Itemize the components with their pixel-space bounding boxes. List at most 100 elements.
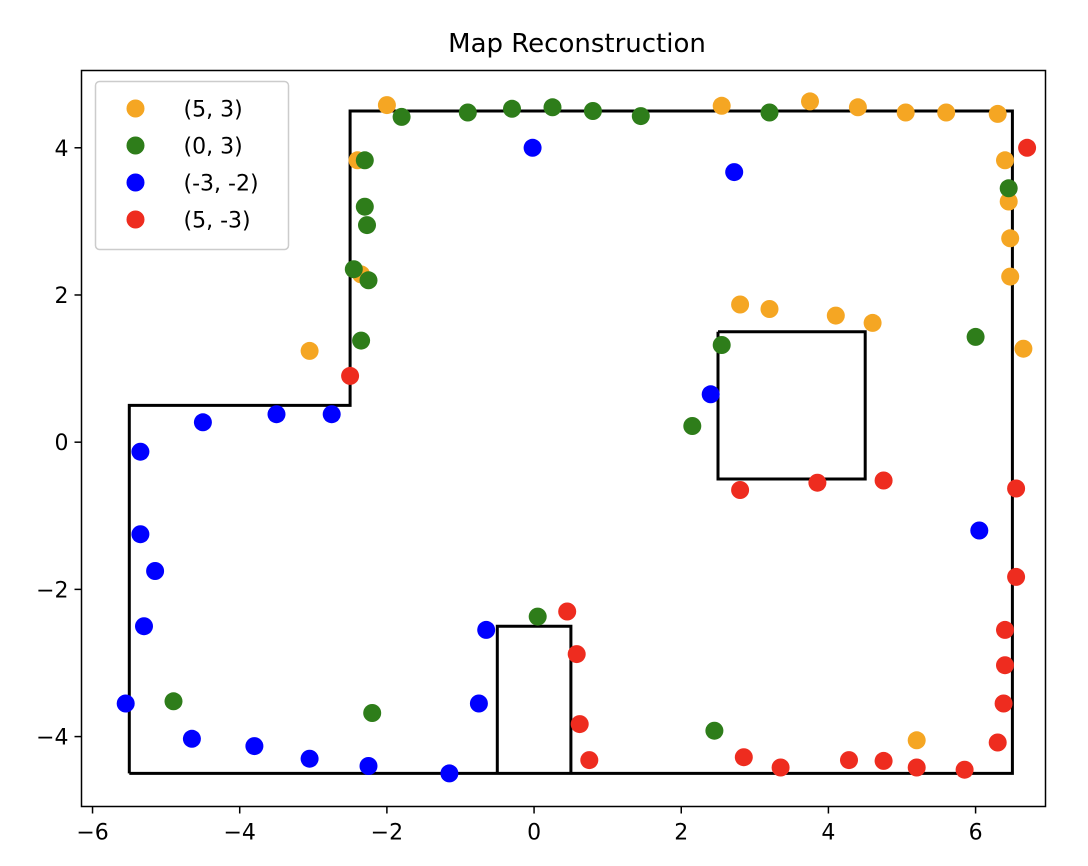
data-point <box>392 107 411 126</box>
data-point <box>528 607 547 626</box>
data-point <box>760 103 779 122</box>
legend-label: (0, 3) <box>184 135 243 160</box>
data-point <box>523 138 542 157</box>
data-point <box>760 300 779 318</box>
data-point <box>970 521 989 540</box>
scatter-points <box>116 92 1037 783</box>
data-point <box>116 694 135 713</box>
legend-marker <box>126 136 145 155</box>
data-point <box>322 405 341 424</box>
data-point <box>801 92 819 111</box>
data-point <box>1001 267 1020 286</box>
legend-label: (-3, -2) <box>184 172 259 197</box>
data-point <box>440 764 459 783</box>
data-point <box>567 645 586 664</box>
data-point <box>988 733 1007 752</box>
data-point <box>344 260 363 279</box>
data-point <box>896 103 915 122</box>
data-point <box>458 103 477 122</box>
data-point <box>1007 479 1026 498</box>
data-point <box>543 98 562 117</box>
data-point <box>1007 567 1026 586</box>
data-point <box>734 748 753 767</box>
data-point <box>1001 229 1020 248</box>
data-point <box>907 758 926 777</box>
legend: (5, 3) (0, 3) (-3, -2) (5, -3) <box>94 80 290 251</box>
y-tick-label: 4 <box>55 137 69 162</box>
data-point <box>363 704 382 722</box>
chart-title: Map Reconstruction <box>448 29 706 59</box>
data-point <box>683 417 702 435</box>
x-tick-label: 0 <box>527 821 541 846</box>
data-point <box>725 163 744 182</box>
data-point <box>988 104 1007 123</box>
data-point <box>826 306 845 325</box>
data-point <box>631 107 650 126</box>
data-point <box>712 96 731 115</box>
y-tick-label: 2 <box>55 284 69 309</box>
legend-label: (5, -3) <box>184 209 251 234</box>
data-point <box>341 366 360 385</box>
x-tick-label: −4 <box>223 821 255 846</box>
data-point <box>999 179 1018 198</box>
data-point <box>359 757 378 775</box>
data-point <box>355 151 374 170</box>
x-tick-label: 6 <box>969 821 983 846</box>
data-point <box>731 295 750 314</box>
data-point <box>300 341 319 360</box>
data-point <box>712 336 731 354</box>
legend-marker <box>126 210 145 229</box>
bottom-block-line <box>495 624 573 774</box>
legend-marker <box>126 173 145 192</box>
data-point <box>146 562 165 580</box>
data-point <box>996 151 1014 170</box>
legend-box <box>94 80 290 251</box>
data-point <box>359 271 378 290</box>
data-point <box>300 749 319 768</box>
series-4 <box>341 138 1037 779</box>
data-point <box>996 656 1014 675</box>
y-tick-label: −4 <box>36 726 68 751</box>
wall-outlines <box>127 109 1014 775</box>
data-point <box>135 617 153 636</box>
data-point <box>131 525 150 544</box>
data-point <box>705 721 724 740</box>
data-point <box>840 751 858 770</box>
data-point <box>966 327 985 346</box>
data-point <box>583 102 602 120</box>
data-point <box>164 692 183 711</box>
data-point <box>1014 339 1033 358</box>
data-point <box>131 442 150 461</box>
x-tick-label: 4 <box>821 821 835 846</box>
data-point <box>955 760 974 779</box>
series-3 <box>116 138 989 783</box>
data-point <box>193 413 212 432</box>
data-point <box>469 694 488 713</box>
data-point <box>358 216 376 235</box>
data-point <box>580 751 599 770</box>
legend-label: (5, 3) <box>184 98 243 123</box>
y-axis-ticks: −4 −2 0 2 4 <box>36 137 82 751</box>
outer-wall-line <box>127 109 1014 775</box>
x-tick-label: −2 <box>371 821 403 846</box>
data-point <box>863 313 882 332</box>
data-point <box>352 331 371 350</box>
data-point <box>907 731 926 750</box>
data-point <box>808 473 827 492</box>
data-point <box>937 103 956 122</box>
x-tick-label: 2 <box>674 821 688 846</box>
x-tick-label: −6 <box>76 821 108 846</box>
data-point <box>570 715 589 734</box>
y-tick-label: 0 <box>55 431 69 456</box>
inner-box-line <box>716 330 867 481</box>
data-point <box>999 192 1018 211</box>
data-point <box>377 96 396 115</box>
data-point <box>558 602 577 621</box>
data-point <box>771 758 790 777</box>
data-point <box>874 751 893 770</box>
data-point <box>267 405 286 424</box>
series-2 <box>164 98 1018 740</box>
data-point <box>996 620 1014 639</box>
legend-marker <box>126 99 145 118</box>
